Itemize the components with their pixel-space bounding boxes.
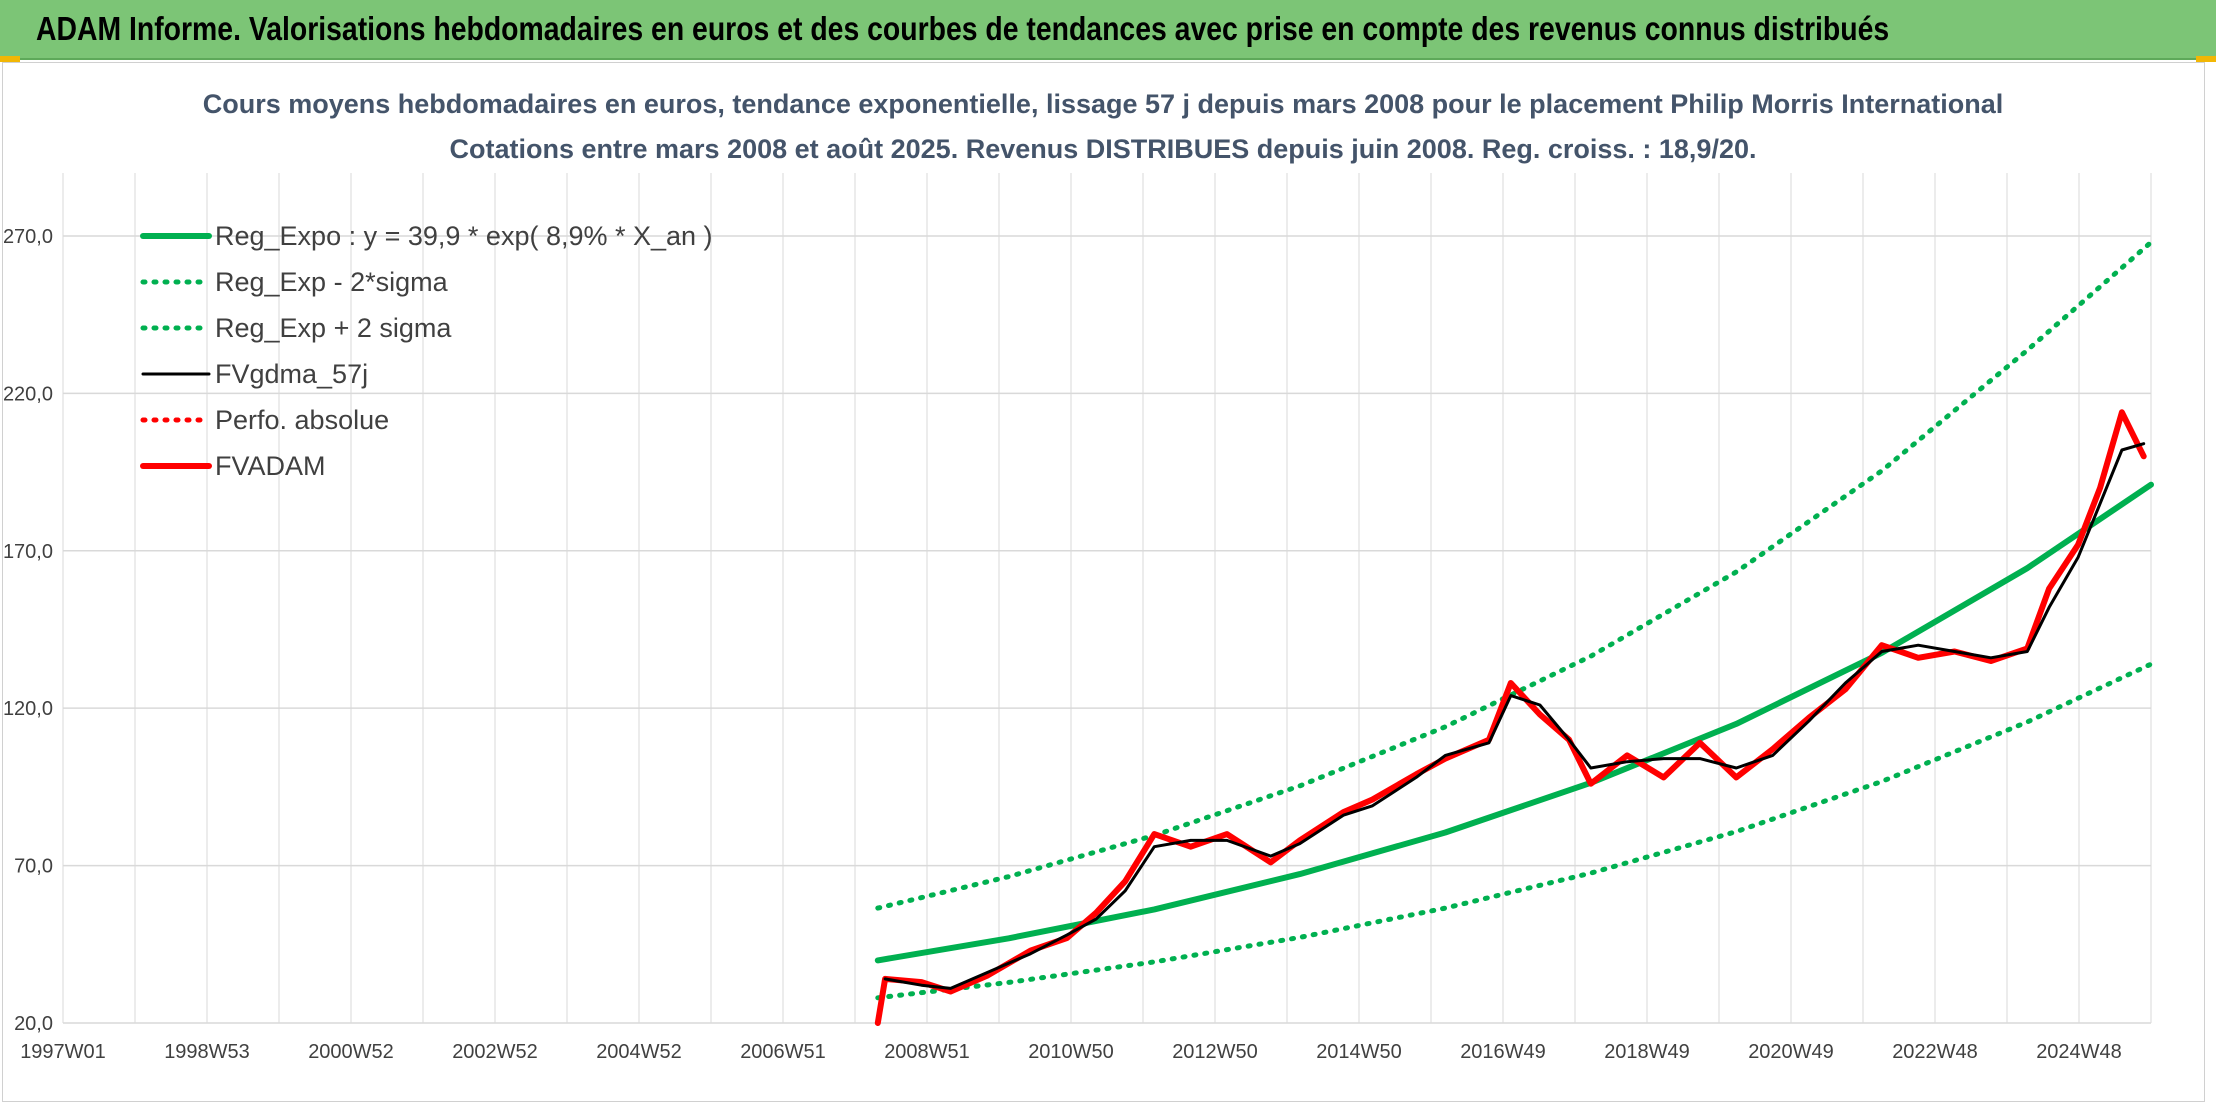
x-tick-label: 2020W49 bbox=[1748, 1041, 1834, 1063]
y-tick-label: 270,0 bbox=[3, 226, 53, 248]
y-tick-label: 170,0 bbox=[3, 541, 53, 563]
x-tick-label: 1998W53 bbox=[164, 1041, 250, 1063]
series-line-3 bbox=[883, 442, 2146, 990]
banner-title: ADAM Informe. Valorisations hebdomadaire… bbox=[36, 10, 1890, 47]
series-layer bbox=[874, 239, 2154, 1026]
legend: Reg_Expo : y = 39,9 * exp( 8,9% * X_an )… bbox=[140, 221, 713, 481]
x-tick-label: 2022W48 bbox=[1892, 1041, 1978, 1063]
x-tick-label: 2014W50 bbox=[1316, 1041, 1402, 1063]
chart-subtitle: Cotations entre mars 2008 et août 2025. … bbox=[450, 134, 1757, 164]
legend-label: Reg_Exp - 2*sigma bbox=[215, 267, 449, 297]
banner: ADAM Informe. Valorisations hebdomadaire… bbox=[0, 0, 2216, 60]
x-tick-label: 1997W01 bbox=[20, 1041, 106, 1063]
legend-label: FVgdma_57j bbox=[215, 359, 368, 389]
chart-frame: Cours moyens hebdomadaires en euros, ten… bbox=[2, 62, 2205, 1102]
line-chart: Cours moyens hebdomadaires en euros, ten… bbox=[3, 89, 2154, 1063]
x-tick-label: 2012W50 bbox=[1172, 1041, 1258, 1063]
legend-label: Reg_Expo : y = 39,9 * exp( 8,9% * X_an ) bbox=[215, 221, 713, 251]
corner-accent-left bbox=[0, 56, 20, 62]
y-axis: 20,0 70,0 120,0 170,0 220,0 270,0 bbox=[3, 226, 53, 1035]
x-tick-label: 2016W49 bbox=[1460, 1041, 1546, 1063]
legend-label: FVADAM bbox=[215, 451, 326, 481]
corner-accent-right bbox=[2196, 56, 2216, 62]
series-line-4 bbox=[875, 409, 2147, 1026]
series-line-2 bbox=[875, 239, 2154, 911]
y-tick-label: 120,0 bbox=[3, 698, 53, 720]
x-tick-label: 2004W52 bbox=[596, 1041, 682, 1063]
x-tick-label: 2000W52 bbox=[308, 1041, 394, 1063]
x-tick-label: 2010W50 bbox=[1028, 1041, 1114, 1063]
chart-grid bbox=[62, 173, 2152, 1024]
chart-title: Cours moyens hebdomadaires en euros, ten… bbox=[203, 89, 2004, 119]
y-tick-label: 220,0 bbox=[3, 383, 53, 405]
x-tick-label: 2024W48 bbox=[2036, 1041, 2122, 1063]
y-tick-label: 20,0 bbox=[14, 1013, 53, 1035]
series-line-5 bbox=[874, 409, 2147, 1026]
x-tick-label: 2002W52 bbox=[452, 1041, 538, 1063]
x-axis: 1997W01 1998W53 2000W52 2002W52 2004W52 2006W… bbox=[20, 1041, 2122, 1063]
x-tick-label: 2018W49 bbox=[1604, 1041, 1690, 1063]
legend-label: Reg_Exp + 2 sigma bbox=[215, 313, 452, 343]
series-line-1 bbox=[875, 661, 2154, 1001]
y-tick-label: 70,0 bbox=[14, 856, 53, 878]
x-tick-label: 2008W51 bbox=[884, 1041, 970, 1063]
x-tick-label: 2006W51 bbox=[740, 1041, 826, 1063]
series-line-0 bbox=[874, 481, 2154, 964]
legend-label: Perfo. absolue bbox=[215, 405, 389, 435]
